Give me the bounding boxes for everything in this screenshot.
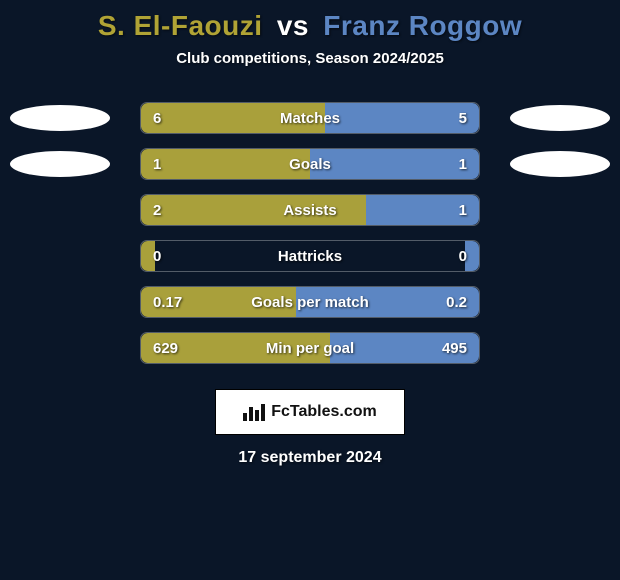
stat-row: 629 495 Min per goal [0, 325, 620, 371]
subtitle: Club competitions, Season 2024/2025 [0, 50, 620, 67]
stat-row: 0.17 0.2 Goals per match [0, 279, 620, 325]
stats-list: 6 5 Matches 1 1 Goals 2 1 Assists 0 0 Hattricks 0.17… [0, 95, 620, 371]
stat-bar: 6 5 Matches [140, 102, 480, 134]
team-badge-left [10, 151, 110, 177]
right-value: 1 [459, 202, 467, 219]
team-badge-right [510, 151, 610, 177]
left-value: 629 [153, 340, 178, 357]
right-fill [310, 149, 479, 179]
player1-name: S. El-Faouzi [98, 10, 263, 41]
left-value: 2 [153, 202, 161, 219]
player2-name: Franz Roggow [323, 10, 522, 41]
left-value: 0.17 [153, 294, 182, 311]
team-badge-right [510, 105, 610, 131]
left-value: 0 [153, 248, 161, 265]
comparison-card: S. El-Faouzi vs Franz Roggow Club compet… [0, 0, 620, 467]
stat-row: 0 0 Hattricks [0, 233, 620, 279]
stat-bar: 0.17 0.2 Goals per match [140, 286, 480, 318]
date: 17 september 2024 [0, 449, 620, 467]
stat-label: Assists [283, 202, 336, 219]
stat-bar: 629 495 Min per goal [140, 332, 480, 364]
left-value: 1 [153, 156, 161, 173]
left-value: 6 [153, 110, 161, 127]
stat-row: 2 1 Assists [0, 187, 620, 233]
source-text: FcTables.com [271, 403, 377, 421]
stat-label: Hattricks [278, 248, 342, 265]
bar-chart-icon [243, 403, 265, 421]
right-value: 0 [459, 248, 467, 265]
stat-label: Goals per match [251, 294, 369, 311]
right-value: 0.2 [446, 294, 467, 311]
vs-label: vs [277, 10, 309, 41]
stat-row: 6 5 Matches [0, 95, 620, 141]
stat-label: Min per goal [266, 340, 354, 357]
right-value: 495 [442, 340, 467, 357]
stat-bar: 0 0 Hattricks [140, 240, 480, 272]
source-badge[interactable]: FcTables.com [215, 389, 405, 435]
right-fill [325, 103, 479, 133]
title: S. El-Faouzi vs Franz Roggow [0, 10, 620, 42]
stat-label: Matches [280, 110, 340, 127]
right-fill [465, 241, 479, 271]
right-value: 5 [459, 110, 467, 127]
left-fill [141, 149, 310, 179]
stat-row: 1 1 Goals [0, 141, 620, 187]
stat-label: Goals [289, 156, 331, 173]
right-value: 1 [459, 156, 467, 173]
stat-bar: 2 1 Assists [140, 194, 480, 226]
stat-bar: 1 1 Goals [140, 148, 480, 180]
team-badge-left [10, 105, 110, 131]
